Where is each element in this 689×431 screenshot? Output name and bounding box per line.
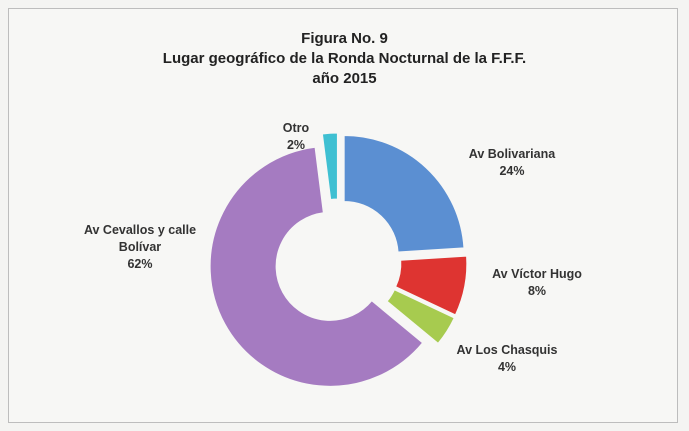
chart-title: año 2015 bbox=[312, 70, 377, 87]
chart-title: Figura No. 9 bbox=[301, 30, 388, 47]
slice-value-label: 24% bbox=[499, 164, 525, 178]
donut-slice bbox=[209, 146, 424, 387]
donut-slice bbox=[395, 255, 468, 316]
slice-value-label: 8% bbox=[527, 284, 547, 298]
slice-label: Av Los Chasquis bbox=[456, 343, 558, 357]
slice-label: Av Bolivariana bbox=[468, 147, 556, 161]
donut-slice bbox=[343, 134, 465, 253]
slice-value-label: 62% bbox=[127, 257, 153, 271]
slice-label: Otro bbox=[282, 121, 310, 135]
chart-title: Lugar geográfico de la Ronda Nocturnal d… bbox=[162, 50, 527, 67]
slice-label: Av Víctor Hugo bbox=[492, 267, 582, 281]
slice-value-label: 2% bbox=[286, 138, 306, 152]
slice-label: Av Cevallos y calle Bolívar bbox=[83, 223, 197, 254]
donut-slice bbox=[386, 289, 455, 345]
donut-slice bbox=[321, 132, 338, 200]
slice-value-label: 4% bbox=[497, 360, 517, 374]
